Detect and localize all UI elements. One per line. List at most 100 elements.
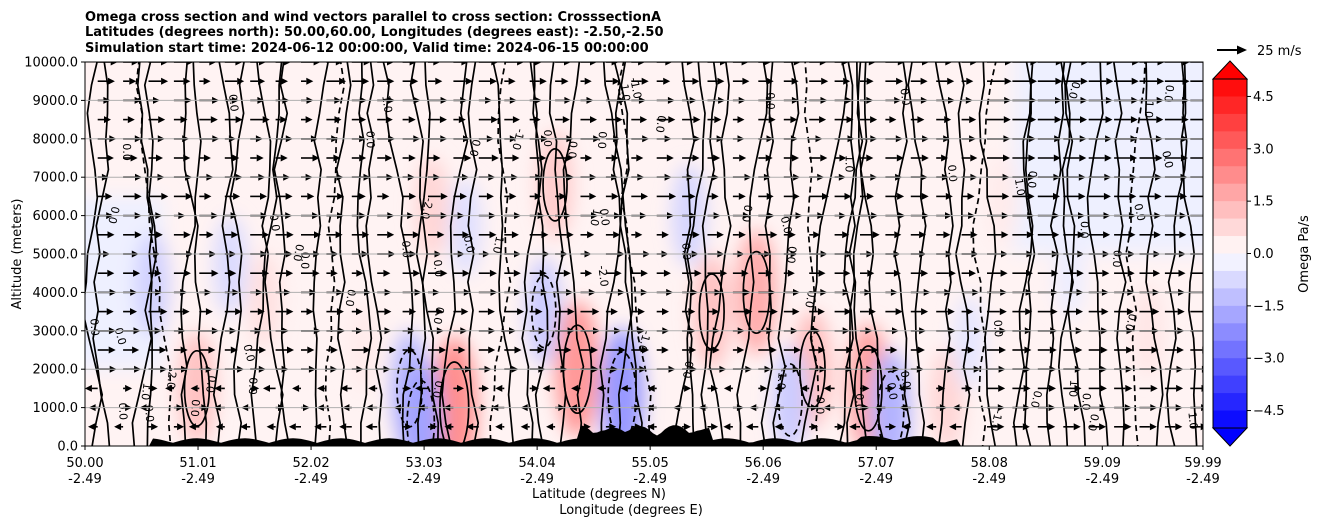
y-tick-label: 1000.0 (33, 401, 79, 416)
wind-vector-head (356, 308, 363, 316)
x-tick-label-lon: -2.49 (407, 472, 441, 487)
wind-vector-head (615, 116, 623, 124)
wind-vector-head (151, 423, 159, 431)
wind-vector-head (589, 192, 597, 200)
wind-vector-head (495, 423, 503, 431)
wind-vector-head (517, 308, 525, 316)
wind-vector-head (612, 77, 620, 85)
wind-vector-head (1204, 289, 1211, 296)
wind-vector-head (684, 384, 692, 392)
wind-vector-head (849, 423, 857, 431)
wind-vector-head (114, 423, 122, 431)
contour-line-negative (777, 363, 803, 437)
wind-vector-head (642, 346, 649, 354)
wind-vector-head (791, 77, 799, 85)
contour-label: 0.0 (884, 382, 900, 401)
wind-vector-head (1074, 384, 1082, 392)
wind-vector-head (647, 423, 655, 431)
wind-vector-head (620, 384, 628, 392)
wind-vector-head (770, 308, 778, 316)
contour-label: 0.0 (290, 243, 306, 262)
wind-vector-head (790, 116, 798, 124)
wind-vector-head (150, 384, 158, 392)
wind-vector-head (794, 346, 801, 354)
wind-vector-head (714, 116, 722, 124)
contour-label: 0.0 (116, 402, 130, 420)
wind-vector-head (661, 231, 669, 239)
wind-vector-head (408, 116, 416, 124)
wind-vector-head (509, 192, 517, 200)
wind-vector-head (692, 231, 700, 239)
wind-vector-head (306, 77, 314, 85)
x-tick-label-lat: 59.99 (1184, 456, 1221, 471)
wind-vector-head (439, 346, 447, 354)
wind-vector-head (186, 62, 194, 66)
wind-vector-head (712, 308, 720, 316)
wind-vector-head (611, 62, 619, 66)
wind-vector-head (330, 269, 338, 277)
wind-vector-head (693, 116, 701, 124)
wind-vector-head (230, 346, 238, 354)
colorbar-level (1213, 253, 1247, 272)
wind-vector-head (571, 384, 579, 392)
wind-vector-head (969, 269, 976, 277)
y-tick-label: 4000.0 (33, 286, 79, 301)
wind-vector-head (385, 116, 393, 124)
wind-vector-head (1153, 231, 1161, 239)
wind-vector-head (997, 423, 1005, 431)
wind-vector-head (1176, 384, 1184, 392)
wind-vector-head (520, 423, 528, 431)
colorbar-level (1213, 166, 1247, 185)
wind-vector-head (1182, 62, 1190, 66)
wind-vector-head (1099, 384, 1107, 392)
wind-vector-head (967, 346, 975, 354)
wind-vector-head (281, 77, 288, 85)
wind-vector-head (204, 192, 212, 200)
wind-vector-head (312, 269, 320, 277)
wind-vector-head (205, 308, 213, 316)
wind-vector-head (943, 231, 951, 239)
wind-vector-head (405, 423, 413, 431)
wind-vector-head (563, 269, 571, 277)
contour-label: 1.0 (842, 155, 855, 173)
wind-vector-head (495, 384, 503, 392)
wind-vector-head (970, 62, 978, 66)
wind-vector-head (440, 269, 448, 277)
wind-vector-head (183, 77, 191, 85)
contour-label: 1.0 (1142, 100, 1156, 118)
colorbar-level (1213, 375, 1247, 394)
wind-vector-head (723, 384, 731, 392)
wind-vector-head (177, 423, 185, 431)
wind-vector-head (539, 269, 547, 277)
wind-vector-head (1126, 346, 1134, 354)
wind-vector-head (1048, 423, 1056, 431)
wind-vector-head (286, 269, 294, 277)
contour-line-negative (617, 62, 652, 446)
wind-vector-head (1208, 59, 1215, 66)
wind-vector-head (1100, 346, 1108, 354)
y-tick-label: 2000.0 (33, 363, 79, 378)
wind-vector-head (640, 269, 648, 277)
wind-vector-head (948, 269, 956, 277)
wind-vector-head (666, 154, 674, 162)
wind-vector-head (686, 62, 694, 66)
wind-vector-head (844, 308, 852, 316)
wind-vector-head (711, 384, 718, 392)
wind-vector-head (235, 116, 243, 124)
contour-label: -2.0 (418, 197, 435, 221)
wind-vector-head (237, 77, 245, 85)
omega-region (525, 257, 562, 366)
wind-vector-head (1128, 231, 1136, 239)
wind-vector-head (305, 116, 313, 124)
wind-vector-head (564, 346, 572, 354)
wind-vector-head (596, 384, 604, 392)
wind-vector-head (1202, 327, 1203, 335)
wind-vector-head (999, 346, 1006, 354)
wind-vector-head (1127, 269, 1135, 277)
wind-vector-head (1179, 231, 1187, 239)
colorbar-level (1213, 236, 1247, 254)
wind-vector-head (546, 423, 554, 431)
wind-vector-head (663, 269, 671, 277)
title-line-1: Omega cross section and wind vectors par… (85, 10, 661, 25)
